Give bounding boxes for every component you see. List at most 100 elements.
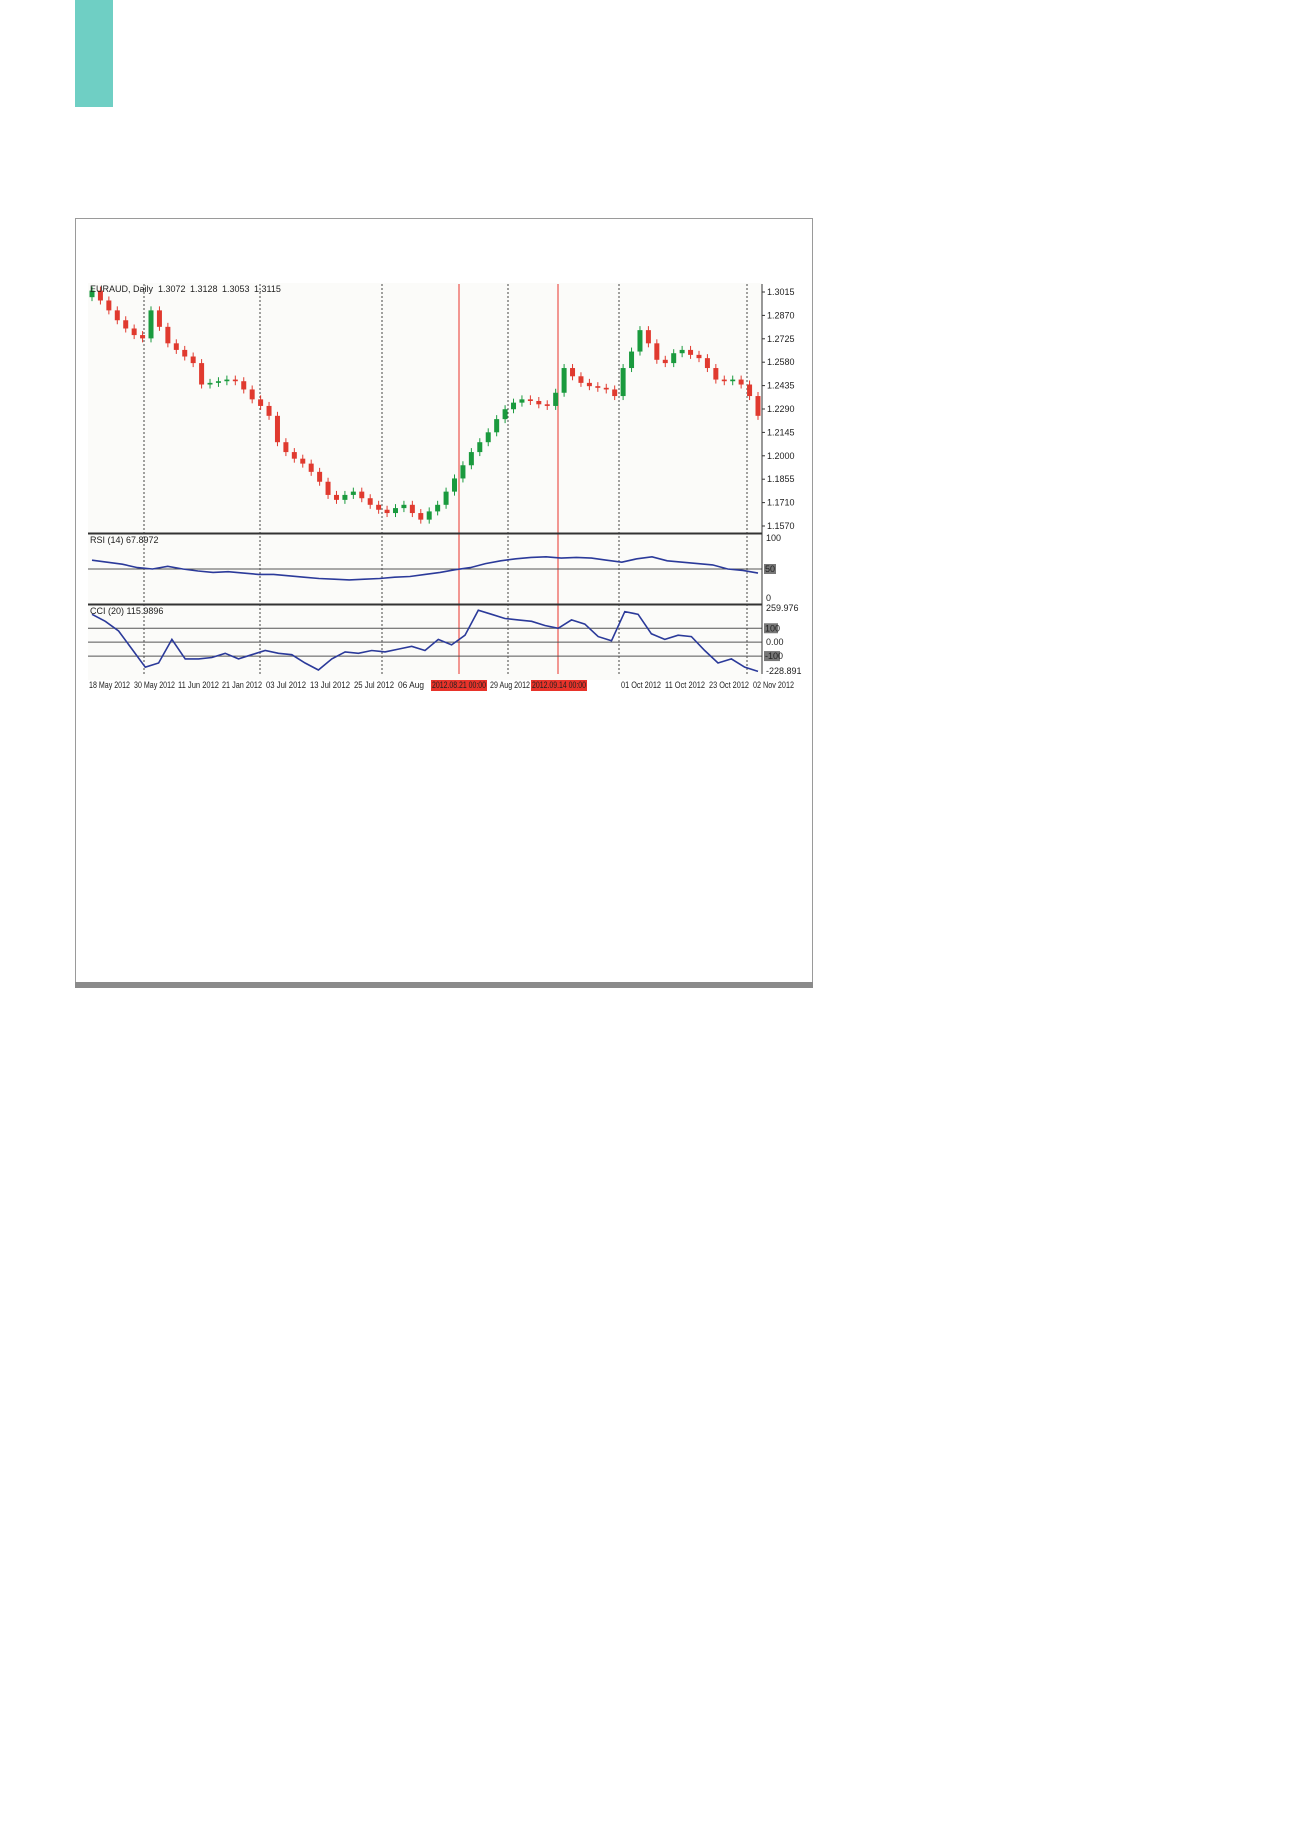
candle-body: [671, 353, 677, 364]
candle-body: [308, 463, 314, 472]
candle-body: [249, 389, 255, 400]
rsi-tick-label: 0: [766, 593, 771, 603]
candle-body: [612, 389, 618, 397]
candle-body: [553, 392, 559, 406]
x-tick-label: 01 Oct 2012: [621, 680, 661, 690]
price-header-open: 1.3072: [158, 284, 186, 294]
candle-body: [570, 368, 576, 377]
frame-bottom-bar: [75, 982, 813, 988]
cci-minus100-marker: [764, 651, 780, 662]
candle-body: [148, 310, 154, 339]
candle-body: [190, 356, 196, 364]
x-tick-label: 11 Oct 2012: [665, 680, 705, 690]
candle-body: [367, 498, 373, 505]
candle-body: [460, 465, 466, 479]
x-tick-label: 18 May 2012: [89, 680, 130, 690]
candle-body: [350, 491, 356, 495]
candle-body: [89, 290, 95, 298]
candle-body: [494, 419, 500, 433]
candle-body: [300, 458, 306, 464]
price-tick-label: 1.2725: [767, 334, 795, 344]
candle-body: [182, 349, 188, 357]
price-tick-label: 1.1710: [767, 498, 795, 508]
candle-body: [747, 384, 753, 397]
candle-body: [123, 320, 129, 329]
candle-body: [325, 481, 331, 495]
teal-accent-block: [75, 0, 113, 107]
candle-body: [274, 415, 280, 443]
candle-body: [679, 349, 685, 354]
rsi-header: RSI (14) 67.8972: [90, 535, 159, 545]
candle-body: [106, 300, 112, 311]
candle-body: [527, 399, 533, 401]
candle-body: [241, 381, 247, 390]
candle-body: [620, 368, 626, 397]
candle-body: [401, 504, 407, 509]
candle-body: [595, 386, 601, 388]
candle-body: [156, 310, 162, 327]
candle-body: [452, 478, 458, 492]
candle-body: [704, 358, 710, 369]
cci-tick-label: 259.976: [766, 603, 799, 613]
x-highlight-label: 2012.09.14 00:00: [532, 680, 586, 690]
price-tick-label: 1.2870: [767, 310, 795, 320]
candle-body: [409, 504, 415, 514]
price-header-high: 1.3128: [190, 284, 218, 294]
x-tick-label: 25 Jul 2012: [354, 680, 394, 690]
cci-header: CCI (20) 115.9896: [90, 606, 163, 616]
candle-body: [536, 400, 542, 405]
candle-body: [224, 379, 230, 382]
cci-100-marker: [764, 623, 778, 634]
candle-body: [418, 513, 424, 520]
candle-body: [629, 351, 635, 369]
x-tick-label: 21 Jan 2012: [222, 680, 262, 690]
candle-body: [662, 359, 668, 364]
candle-body: [485, 432, 491, 443]
candle-body: [586, 382, 592, 387]
price-tick-label: 1.1855: [767, 474, 795, 484]
candle-body: [721, 379, 727, 382]
candle-body: [578, 376, 584, 383]
candle-body: [165, 326, 171, 344]
x-tick-label: 03 Jul 2012: [266, 680, 306, 690]
candle-body: [696, 354, 702, 359]
candle-body: [392, 508, 398, 514]
candle-body: [359, 491, 365, 499]
price-tick-label: 1.2145: [767, 427, 795, 437]
candle-body: [283, 442, 289, 453]
x-tick-label: 11 Jun 2012: [178, 680, 219, 690]
candle-body: [333, 494, 339, 500]
candle-body: [713, 368, 719, 380]
candle-body: [140, 335, 146, 339]
rsi-tick-label: 50: [765, 564, 775, 574]
candle-body: [384, 509, 390, 514]
price-tick-label: 1.2290: [767, 404, 795, 414]
candle-body: [199, 363, 205, 385]
candle-body: [502, 409, 508, 420]
plot-background: [88, 283, 762, 680]
price-tick-label: 1.3015: [767, 287, 795, 297]
candle-body: [215, 381, 221, 383]
x-highlight-bg: [531, 680, 587, 691]
candle-body: [173, 343, 179, 350]
candle-body: [519, 399, 525, 403]
candle-body: [688, 349, 694, 355]
cci-tick-label: 100: [765, 623, 780, 633]
candle-body: [232, 379, 238, 382]
candle-body: [544, 404, 550, 406]
price-header-symbol: EURAUD, Daily: [90, 284, 154, 294]
x-highlight-bg: [431, 680, 487, 691]
candle-body: [443, 491, 449, 505]
candle-body: [730, 379, 736, 382]
candle-body: [266, 405, 272, 416]
candle-body: [317, 471, 323, 482]
candle-body: [435, 504, 441, 512]
rsi-line: [91, 555, 759, 581]
euraud-chart: 1.3015 1.2870 1.2725 1.2580 1.2435 1.2290 1.21…: [88, 283, 802, 691]
candle-body: [511, 402, 517, 410]
x-tick-label: 13 Jul 2012: [310, 680, 350, 690]
candle-body: [114, 310, 120, 321]
candle-body: [258, 399, 264, 406]
price-tick-label: 1.2000: [767, 451, 795, 461]
candle-body: [376, 504, 382, 510]
